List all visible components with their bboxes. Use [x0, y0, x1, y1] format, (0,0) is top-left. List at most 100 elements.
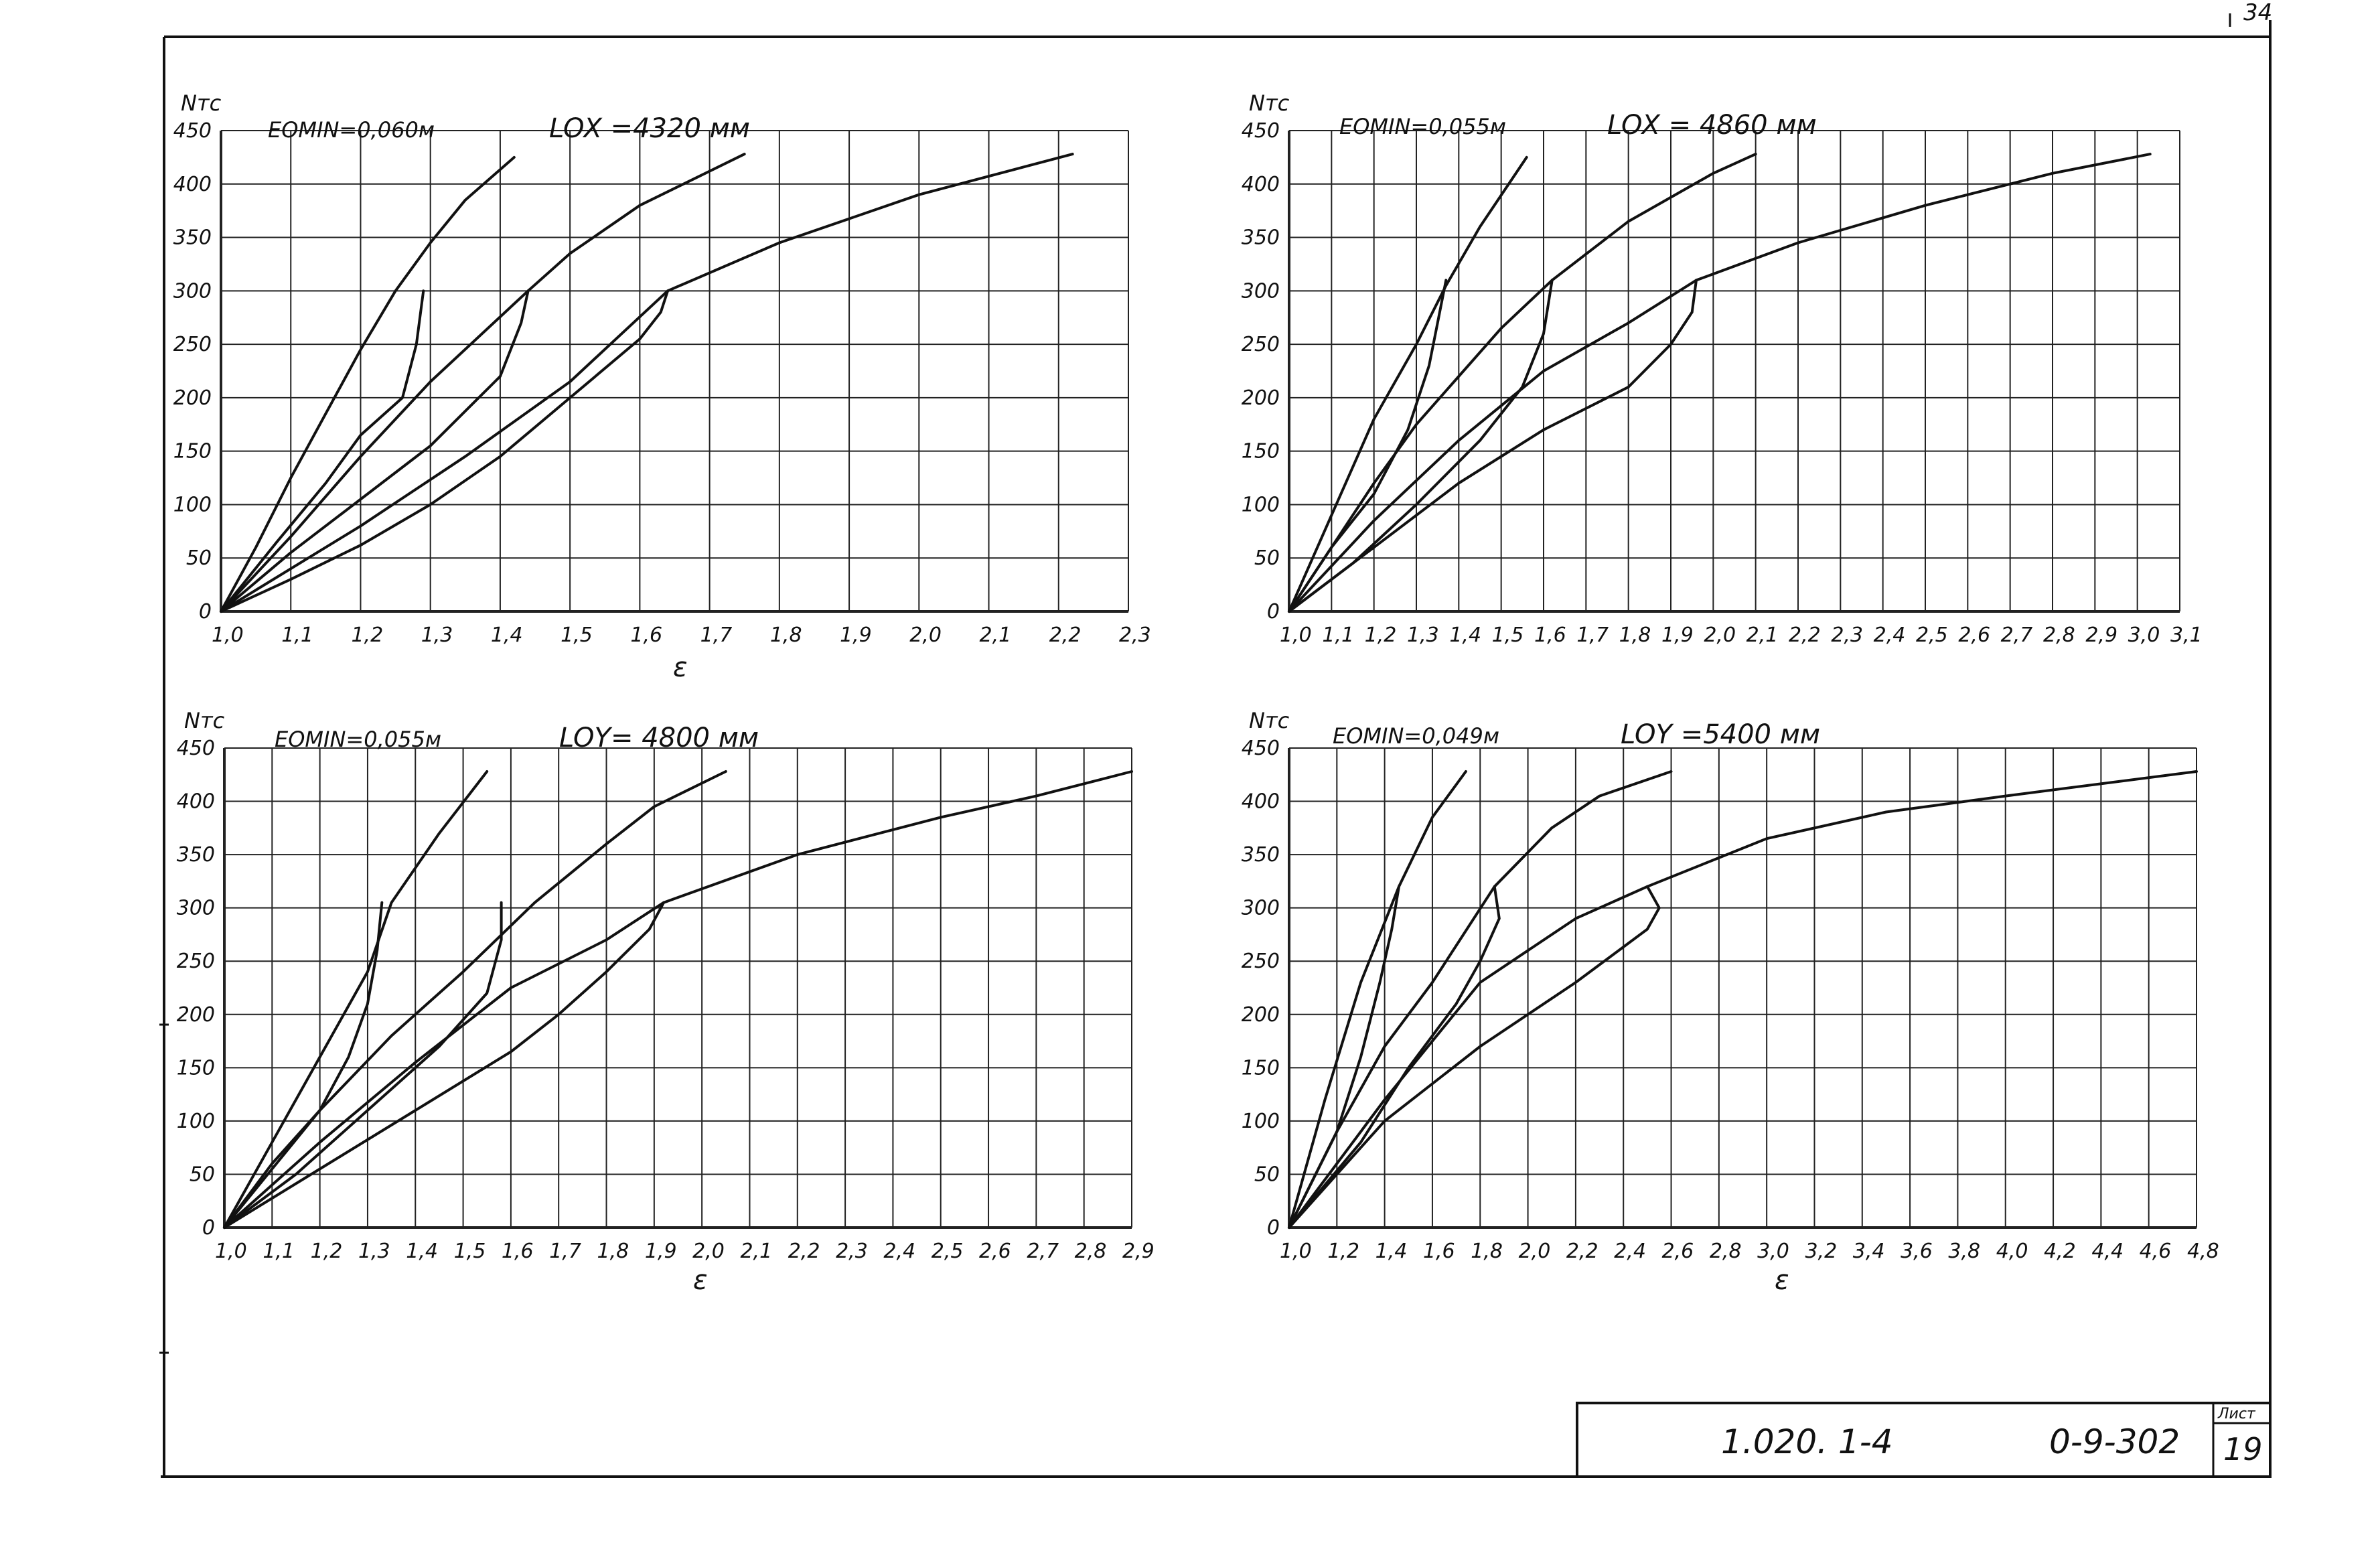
- x-tick-label: 1,1: [263, 1240, 295, 1263]
- y-tick-label: 100: [177, 1110, 215, 1133]
- y-tick-label: 200: [173, 386, 212, 410]
- series-line-2: [220, 289, 425, 613]
- x-axis-label: ε: [693, 1265, 708, 1296]
- series-line-2: [1288, 885, 1400, 1229]
- series-line-4: [1288, 885, 1501, 1229]
- x-tick-label: 2,0: [692, 1240, 725, 1263]
- y-tick-label: 300: [1242, 897, 1280, 920]
- x-tick-label: 3,1: [2170, 623, 2203, 647]
- y-tick-label: 150: [1242, 1056, 1280, 1080]
- x-tick-label: 2,5: [932, 1240, 964, 1263]
- series-line-6: [1288, 885, 1661, 1229]
- x-tick-label: 1,7: [549, 1240, 581, 1263]
- y-axis-label: Nтс: [184, 708, 225, 733]
- x-tick-label: 1,1: [1322, 623, 1354, 647]
- x-tick-label: 3,0: [1757, 1240, 1789, 1263]
- eomin-label: EOMIN=0,049м: [1333, 723, 1499, 749]
- y-tick-label: 400: [1242, 173, 1280, 196]
- y-tick-label: 300: [173, 279, 212, 303]
- x-tick-label: 1,4: [1375, 1240, 1408, 1263]
- y-tick-label: 400: [173, 173, 212, 196]
- x-tick-label: 4,0: [1996, 1240, 2028, 1263]
- x-tick-label: 1,9: [645, 1240, 677, 1263]
- x-tick-label: 2,2: [1049, 623, 1082, 647]
- y-tick-label: 350: [173, 226, 212, 250]
- y-tick-label: 300: [177, 897, 215, 920]
- y-axis-label: Nтс: [1249, 708, 1290, 733]
- x-axis-label: ε: [1775, 1265, 1789, 1296]
- y-tick-label: 50: [190, 1163, 215, 1186]
- series-line-6: [220, 289, 670, 613]
- series-line-5: [220, 153, 1074, 613]
- series-line-5: [223, 770, 1133, 1229]
- x-tick-label: 1,5: [454, 1240, 486, 1263]
- list-number: 19: [2223, 1431, 2263, 1467]
- y-tick-label: 350: [1242, 843, 1280, 867]
- x-tick-label: 1,8: [597, 1240, 629, 1263]
- y-tick-label: 400: [1242, 790, 1280, 814]
- x-tick-label: 1,0: [215, 1240, 247, 1263]
- x-tick-label: 2,4: [883, 1240, 915, 1263]
- y-tick-label: 150: [177, 1056, 215, 1080]
- y-tick-label: 150: [173, 440, 212, 463]
- x-tick-label: 1,5: [1492, 623, 1524, 647]
- x-tick-label: 1,8: [770, 623, 802, 647]
- x-tick-label: 2,0: [1704, 623, 1736, 647]
- y-tick-label: 300: [1242, 279, 1280, 303]
- x-tick-label: 2,1: [740, 1240, 772, 1263]
- x-tick-label: 1,7: [1576, 623, 1609, 647]
- y-tick-label: 200: [1242, 386, 1280, 410]
- y-tick-label: 50: [1254, 1163, 1280, 1186]
- y-tick-label: 350: [1242, 226, 1280, 250]
- series-line-1: [223, 770, 489, 1229]
- x-tick-label: 1,1: [281, 623, 313, 647]
- series-line-4: [1288, 279, 1554, 613]
- x-tick-label: 2,3: [1831, 623, 1863, 647]
- x-tick-label: 4,8: [2187, 1240, 2219, 1263]
- series-line-1: [1288, 770, 1467, 1229]
- x-tick-label: 1,3: [358, 1240, 390, 1263]
- chart-lox-4860: 1,0 1,1 1,2 1,3 1,4 1,5 1,6 1,7 1,8 1,9 2,0 2,1 2,2 2…: [1242, 90, 2203, 647]
- x-tick-label: 2,6: [1958, 623, 1990, 647]
- series-line-3: [220, 153, 746, 613]
- chart-loy-4800: 1,0 1,1 1,2 1,3 1,4 1,5 1,6 1,7 1,8 1,9 2,0 2,1 2,2 2…: [177, 708, 1155, 1296]
- x-tick-label: 1,3: [421, 623, 453, 647]
- title-block: [1576, 1402, 2272, 1478]
- x-tick-label: 2,6: [979, 1240, 1011, 1263]
- series-line-1: [220, 155, 516, 613]
- x-tick-label: 2,0: [1519, 1240, 1551, 1263]
- x-tick-label: 2,1: [980, 623, 1012, 647]
- x-tick-label: 2,8: [2043, 623, 2075, 647]
- x-tick-label: 1,4: [406, 1240, 438, 1263]
- length-label: LOX = 4860 мм: [1607, 110, 1817, 141]
- series-line-3: [1288, 153, 1757, 613]
- y-tick-label: 250: [1242, 333, 1280, 356]
- series-line-4: [223, 901, 503, 1229]
- x-tick-label: 2,0: [909, 623, 942, 647]
- series-line-5: [1288, 770, 2198, 1229]
- x-tick-label: 2,4: [1874, 623, 1906, 647]
- series-line-4: [220, 289, 530, 613]
- x-tick-label: 3,8: [1948, 1240, 1980, 1263]
- series-code: 0-9-302: [2049, 1422, 2180, 1461]
- y-tick-label: 200: [1242, 1003, 1280, 1027]
- x-tick-label: 1,2: [351, 623, 383, 647]
- y-tick-label: 450: [1242, 119, 1280, 143]
- chart-lox-4320: 1,0 1,1 1,2 1,3 1,4 1,5 1,6 1,7 1,8 1,9 2,0 2,1 2,2 2…: [173, 90, 1151, 683]
- x-tick-label: 2,9: [2085, 623, 2117, 647]
- x-tick-label: 1,4: [1449, 623, 1481, 647]
- y-tick-label: 400: [177, 790, 215, 814]
- x-tick-label: 1,0: [212, 623, 244, 647]
- x-tick-label: 4,2: [2044, 1240, 2076, 1263]
- x-tick-label: 1,8: [1619, 623, 1651, 647]
- series-line-1: [1288, 155, 1528, 613]
- y-tick-label: 150: [1242, 440, 1280, 463]
- y-tick-label: 450: [1242, 737, 1280, 760]
- series-line-5: [1288, 153, 2152, 613]
- x-tick-label: 2,2: [1789, 623, 1821, 647]
- x-tick-label: 2,8: [1710, 1240, 1742, 1263]
- list-label: Лист: [2217, 1406, 2256, 1422]
- x-tick-label: 2,3: [836, 1240, 868, 1263]
- x-tick-label: 1,7: [700, 623, 733, 647]
